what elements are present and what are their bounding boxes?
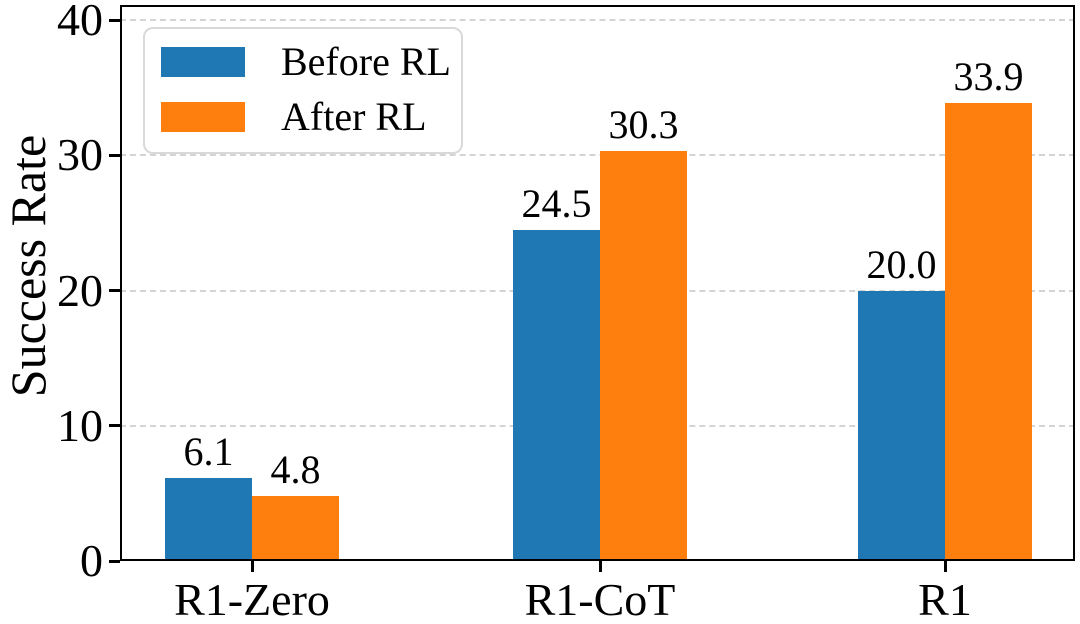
legend-swatch-before-rl — [161, 47, 245, 77]
gridline-y-40 — [120, 19, 1075, 21]
y-tick-mark-20 — [109, 289, 120, 292]
y-tick-mark-40 — [109, 18, 120, 22]
legend: Before RL After RL — [143, 27, 463, 154]
legend-item-before-rl: Before RL — [161, 42, 451, 82]
x-tick-mark-R1 — [943, 561, 947, 572]
x-tick-label-R1: R1 — [918, 574, 972, 624]
value-label-R1-CoT-after-rl: 30.3 — [608, 102, 679, 148]
value-label-R1-before-rl: 20.0 — [866, 241, 937, 287]
value-label-R1-Zero-before-rl: 6.1 — [183, 429, 234, 475]
legend-item-after-rl: After RL — [161, 97, 443, 137]
y-tick-label-30: 30 — [57, 129, 103, 181]
x-tick-label-R1-CoT: R1-CoT — [524, 574, 676, 624]
gridline-y-30 — [120, 154, 1075, 157]
bar-R1-after-rl — [945, 102, 1032, 561]
y-tick-label-10: 10 — [57, 399, 103, 451]
bar-R1-Zero-before-rl — [165, 478, 252, 561]
legend-label-before-rl: Before RL — [281, 39, 451, 84]
y-tick-mark-0 — [109, 559, 120, 563]
value-label-R1-Zero-after-rl: 4.8 — [270, 447, 321, 493]
value-label-R1-CoT-before-rl: 24.5 — [521, 180, 592, 226]
x-tick-mark-R1-Zero — [250, 561, 254, 572]
y-tick-mark-10 — [109, 424, 120, 428]
y-tick-label-40: 40 — [57, 0, 103, 45]
y-tick-label-0: 0 — [80, 535, 103, 586]
y-tick-label-20: 20 — [57, 264, 103, 316]
bar-R1-Zero-after-rl — [252, 496, 339, 561]
legend-label-after-rl: After RL — [281, 94, 427, 139]
x-tick-label-R1-Zero: R1-Zero — [174, 574, 330, 624]
bar-R1-CoT-after-rl — [600, 151, 687, 561]
value-label-R1-after-rl: 33.9 — [953, 53, 1024, 99]
y-tick-mark-30 — [109, 153, 120, 157]
legend-swatch-after-rl — [161, 102, 245, 132]
bar-R1-before-rl — [858, 290, 945, 561]
x-tick-mark-R1-CoT — [598, 561, 602, 572]
bar-R1-CoT-before-rl — [513, 229, 600, 561]
